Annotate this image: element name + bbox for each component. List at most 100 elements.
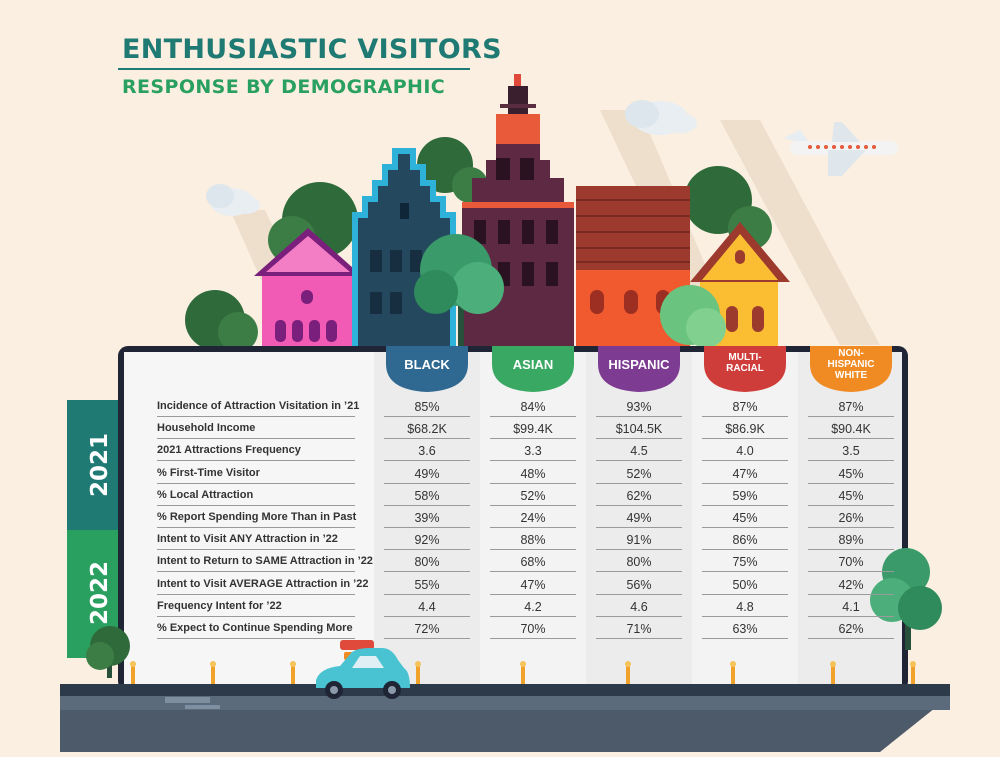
page-subtitle: RESPONSE BY DEMOGRAPHIC xyxy=(122,76,446,98)
cell-divider xyxy=(384,416,470,417)
table-cell: 4.8 xyxy=(736,599,754,614)
column-tab xyxy=(704,346,786,392)
cell-divider xyxy=(384,615,470,617)
table-cell: 52% xyxy=(626,466,652,481)
table-cell: 49% xyxy=(414,466,440,481)
table-cell: 4.2 xyxy=(524,599,542,614)
cell-divider xyxy=(596,504,682,506)
column-header-line: BLACK xyxy=(404,357,450,372)
cell-divider xyxy=(808,438,894,440)
row-divider xyxy=(157,438,355,440)
row-divider xyxy=(157,504,355,506)
table-cell: 80% xyxy=(414,555,440,570)
road-post xyxy=(830,661,836,684)
road xyxy=(60,684,950,752)
right-tree xyxy=(870,548,942,650)
cell-divider xyxy=(384,593,470,595)
cell-divider xyxy=(702,571,788,573)
table-cell: 85% xyxy=(414,400,440,414)
column-tab xyxy=(810,346,892,392)
column-header-line: ASIAN xyxy=(512,357,554,372)
column-header-line: MULTI- xyxy=(728,352,762,363)
cell-divider xyxy=(702,615,788,617)
table-cell: 52% xyxy=(520,488,546,503)
column-header: BLACK xyxy=(386,358,468,372)
table-cell: 50% xyxy=(732,577,758,592)
table-cell: 4.6 xyxy=(630,599,648,614)
cell-divider xyxy=(490,504,576,506)
year-2022-label: 2022 xyxy=(87,560,114,626)
cell-divider xyxy=(702,638,788,639)
cell-divider xyxy=(702,527,788,528)
cell-divider xyxy=(808,527,894,528)
table-cell: 47% xyxy=(520,577,546,592)
title-underline xyxy=(118,68,470,70)
table-cell: 88% xyxy=(520,533,546,548)
cell-divider xyxy=(808,482,894,484)
row-label: % First-Time Visitor xyxy=(157,466,260,479)
table-cell: 75% xyxy=(732,555,758,570)
row-divider xyxy=(157,615,355,617)
table-cell: 45% xyxy=(838,488,864,503)
airplane-icon xyxy=(784,122,898,176)
cloud-right xyxy=(625,100,697,135)
pink-house xyxy=(254,228,362,350)
table-cell: 3.6 xyxy=(418,444,436,459)
cell-divider xyxy=(490,571,576,573)
row-divider xyxy=(157,460,355,462)
cell-divider xyxy=(490,482,576,484)
table-cell: 47% xyxy=(732,466,758,481)
row-divider xyxy=(157,593,355,595)
cell-divider xyxy=(596,638,682,639)
cell-divider xyxy=(490,615,576,617)
row-label: % Local Attraction xyxy=(157,488,254,501)
row-divider xyxy=(157,527,355,528)
row-label: Intent to Return to SAME Attraction in ’… xyxy=(157,555,373,568)
cell-divider xyxy=(490,593,576,595)
table-cell: 62% xyxy=(626,488,652,503)
table-cell: 4.0 xyxy=(736,444,754,459)
road-post xyxy=(290,661,296,684)
table-cell: 62% xyxy=(838,622,864,636)
table-cell: 63% xyxy=(732,622,758,636)
red-roof-house xyxy=(576,186,690,350)
column-header: NON- HISPANIC WHITE xyxy=(810,348,892,381)
table-cell: 4.1 xyxy=(842,599,860,614)
row-divider xyxy=(157,571,355,573)
cell-divider xyxy=(384,482,470,484)
table-cell: 42% xyxy=(838,577,864,592)
cell-divider xyxy=(384,571,470,573)
foreground-trees xyxy=(414,234,726,350)
cell-divider xyxy=(596,549,682,551)
cell-divider xyxy=(702,482,788,484)
column-header-line: HISPANIC xyxy=(608,357,670,372)
cell-divider xyxy=(490,438,576,440)
row-label: Incidence of Attraction Visitation in ’2… xyxy=(157,400,360,412)
cloud-left xyxy=(206,184,260,216)
column-tab xyxy=(492,346,574,392)
page-title: ENTHUSIASTIC VISITORS xyxy=(122,34,502,65)
table-cell: 4.5 xyxy=(630,444,648,459)
road-post xyxy=(520,661,526,684)
table-cell: 49% xyxy=(626,511,652,525)
column-header-line: WHITE xyxy=(834,370,868,381)
column-header-tabs xyxy=(386,346,892,392)
cell-divider xyxy=(596,438,682,440)
cell-divider xyxy=(702,438,788,440)
cell-divider xyxy=(384,638,470,639)
cell-divider xyxy=(596,482,682,484)
cell-divider xyxy=(702,416,788,417)
cell-divider xyxy=(702,504,788,506)
table-cell: 92% xyxy=(414,533,440,548)
table-cell: 71% xyxy=(626,622,652,636)
table-cell: $90.4K xyxy=(831,422,871,437)
car-icon xyxy=(316,640,410,699)
table-cell: $86.9K xyxy=(725,422,765,437)
column-header-line: RACIAL xyxy=(726,363,764,374)
table-cell: 24% xyxy=(520,511,546,525)
table-cell: $104.5K xyxy=(615,422,663,437)
cell-divider xyxy=(384,549,470,551)
table-cell: 70% xyxy=(838,555,864,570)
cell-divider xyxy=(490,527,576,528)
table-cell: 39% xyxy=(414,511,440,525)
